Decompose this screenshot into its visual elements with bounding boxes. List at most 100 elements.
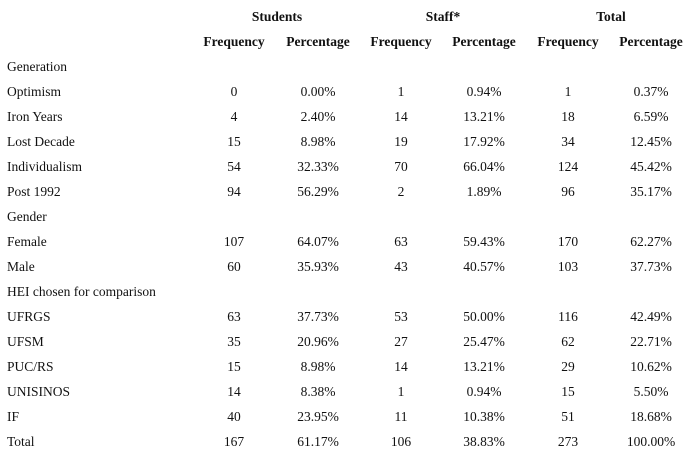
cell: 20.96%	[297, 334, 339, 349]
cell: 2.40%	[300, 109, 336, 124]
cell: 60	[227, 259, 241, 274]
cell: 22.71%	[630, 334, 672, 349]
cell: 25.47%	[463, 334, 505, 349]
cell: 13.21%	[463, 109, 505, 124]
cell: 103	[557, 259, 579, 274]
cell: 29	[561, 359, 575, 374]
cell: 100.00%	[626, 434, 676, 449]
cell: 12.45%	[630, 134, 672, 149]
cell: 59.43%	[463, 234, 505, 249]
column-header: Percentage	[286, 34, 350, 49]
row-label: Iron Years	[7, 109, 63, 124]
cell: 8.38%	[300, 384, 336, 399]
cell: 53	[394, 309, 408, 324]
cell: 0	[230, 84, 238, 99]
row-label: Male	[7, 259, 35, 274]
cell: 14	[394, 359, 408, 374]
cell: 273	[557, 434, 579, 449]
cell: 34	[561, 134, 575, 149]
cell: 0.94%	[466, 84, 502, 99]
cell: 35.93%	[297, 259, 339, 274]
column-header: Percentage	[619, 34, 683, 49]
section-label: HEI chosen for comparison	[7, 284, 156, 299]
cell: 40.57%	[463, 259, 505, 274]
cell: 6.59%	[633, 109, 669, 124]
section-label: Gender	[7, 209, 47, 224]
cell: 0.37%	[633, 84, 669, 99]
row-label: UFSM	[7, 334, 44, 349]
column-header: Frequency	[203, 34, 265, 49]
cell: 56.29%	[297, 184, 339, 199]
row-label: Individualism	[7, 159, 82, 174]
column-header: Percentage	[452, 34, 516, 49]
cell: 62.27%	[630, 234, 672, 249]
cell: 124	[557, 159, 579, 174]
row-label: UFRGS	[7, 309, 51, 324]
row-label: Total	[7, 434, 35, 449]
group-header: Staff*	[425, 9, 461, 24]
cell: 37.73%	[297, 309, 339, 324]
cell: 62	[561, 334, 575, 349]
cell: 1	[564, 84, 572, 99]
cell: 37.73%	[630, 259, 672, 274]
column-header: Frequency	[537, 34, 599, 49]
cell: 1.89%	[466, 184, 502, 199]
cell: 32.33%	[297, 159, 339, 174]
row-label: UNISINOS	[7, 384, 71, 399]
cell: 96	[561, 184, 575, 199]
cell: 107	[223, 234, 245, 249]
cell: 2	[397, 184, 405, 199]
cell: 106	[390, 434, 412, 449]
cell: 5.50%	[633, 384, 669, 399]
cell: 18.68%	[630, 409, 672, 424]
cell: 17.92%	[463, 134, 505, 149]
cell: 13.21%	[463, 359, 505, 374]
cell: 51	[561, 409, 575, 424]
cell: 66.04%	[463, 159, 505, 174]
group-header: Students	[251, 9, 303, 24]
cell: 50.00%	[463, 309, 505, 324]
cell: 11	[394, 409, 408, 424]
cell: 35	[227, 334, 241, 349]
cell: 64.07%	[297, 234, 339, 249]
cell: 170	[557, 234, 579, 249]
section-label: Generation	[7, 59, 67, 74]
column-header: Frequency	[370, 34, 432, 49]
cell: 19	[394, 134, 408, 149]
cell: 45.42%	[630, 159, 672, 174]
cell: 15	[227, 134, 241, 149]
cell: 1	[397, 384, 405, 399]
cell: 35.17%	[630, 184, 672, 199]
cell: 15	[227, 359, 241, 374]
cell: 23.95%	[297, 409, 339, 424]
cell: 8.98%	[300, 359, 336, 374]
row-label: Post 1992	[7, 184, 61, 199]
cell: 0.94%	[466, 384, 502, 399]
cell: 1	[397, 84, 405, 99]
cell: 61.17%	[297, 434, 339, 449]
row-label: Optimism	[7, 84, 62, 99]
cell: 18	[561, 109, 575, 124]
cell: 167	[223, 434, 245, 449]
cell: 4	[230, 109, 238, 124]
row-label: PUC/RS	[7, 359, 54, 374]
row-label: Lost Decade	[7, 134, 75, 149]
cell: 38.83%	[463, 434, 505, 449]
cell: 10.62%	[630, 359, 672, 374]
row-label: Female	[7, 234, 47, 249]
cell: 94	[227, 184, 241, 199]
cell: 15	[561, 384, 575, 399]
cell: 54	[227, 159, 241, 174]
group-header: Total	[596, 9, 626, 24]
cell: 43	[394, 259, 408, 274]
cell: 0.00%	[300, 84, 336, 99]
cell: 14	[227, 384, 241, 399]
cell: 27	[394, 334, 408, 349]
cell: 42.49%	[630, 309, 672, 324]
cell: 14	[394, 109, 408, 124]
cell: 8.98%	[300, 134, 336, 149]
cell: 10.38%	[463, 409, 505, 424]
cell: 70	[394, 159, 408, 174]
cell: 63	[394, 234, 408, 249]
